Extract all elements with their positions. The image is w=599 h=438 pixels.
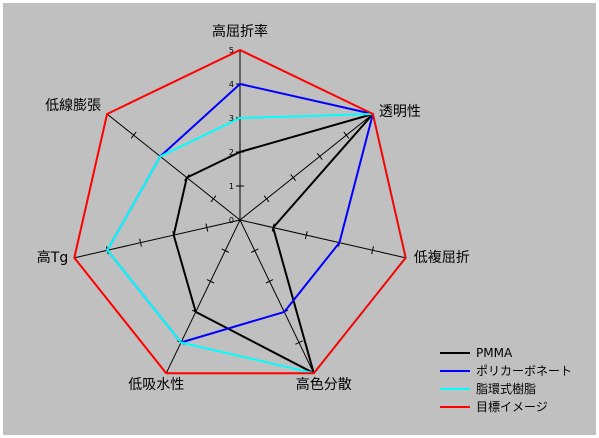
- axis-tick: [206, 279, 215, 284]
- tick-label: 2: [229, 148, 234, 157]
- tick-label: 1: [229, 182, 234, 191]
- tick-label: 3: [229, 114, 234, 123]
- axis-tick: [290, 174, 297, 182]
- legend-label: ポリカーボネート: [476, 364, 572, 378]
- axis-spoke: [239, 219, 406, 259]
- axis-tick: [371, 246, 374, 255]
- legend-label: PMMA: [476, 346, 513, 360]
- axis-label: 高色分散: [296, 376, 352, 393]
- axis-label: 透明性: [379, 104, 421, 120]
- series-layer: [73, 49, 407, 375]
- axis-tick: [316, 152, 323, 160]
- axis-tick: [343, 131, 350, 139]
- axis-tick: [295, 340, 303, 345]
- tick-label: 5: [229, 46, 234, 55]
- series-line: [172, 113, 374, 375]
- axis-label: 低吸水性: [128, 377, 184, 393]
- tick-label: 0: [229, 216, 234, 225]
- series-line: [73, 49, 407, 375]
- axes-layer: 0 1 2 3 4 5: [74, 46, 406, 374]
- axis-label: 高屈折率: [212, 23, 268, 40]
- axis-tick: [210, 195, 217, 203]
- axis-tick: [221, 248, 230, 253]
- plot-background: [3, 3, 596, 435]
- axis-label: 低複屈折: [414, 249, 470, 266]
- axis-tick: [139, 238, 142, 247]
- axis-tick: [205, 223, 209, 232]
- axis-tick: [265, 279, 274, 284]
- axis-spoke: [74, 219, 241, 259]
- legend-label: 脂環式樹脂: [476, 381, 536, 396]
- axis-label: 高Tg: [37, 249, 68, 266]
- tick-label: 4: [229, 80, 234, 89]
- axis-tick: [263, 195, 270, 203]
- axis-spoke: [239, 113, 374, 221]
- legend-label: 目標イメージ: [476, 400, 548, 414]
- axis-tick: [250, 248, 259, 253]
- axis-spoke: [239, 219, 315, 374]
- axis-label: 低線膨張: [45, 97, 101, 114]
- axis-spoke: [106, 113, 241, 221]
- axis-spoke: [165, 219, 241, 374]
- axis-tick: [304, 231, 308, 240]
- axis-tick: [130, 131, 137, 139]
